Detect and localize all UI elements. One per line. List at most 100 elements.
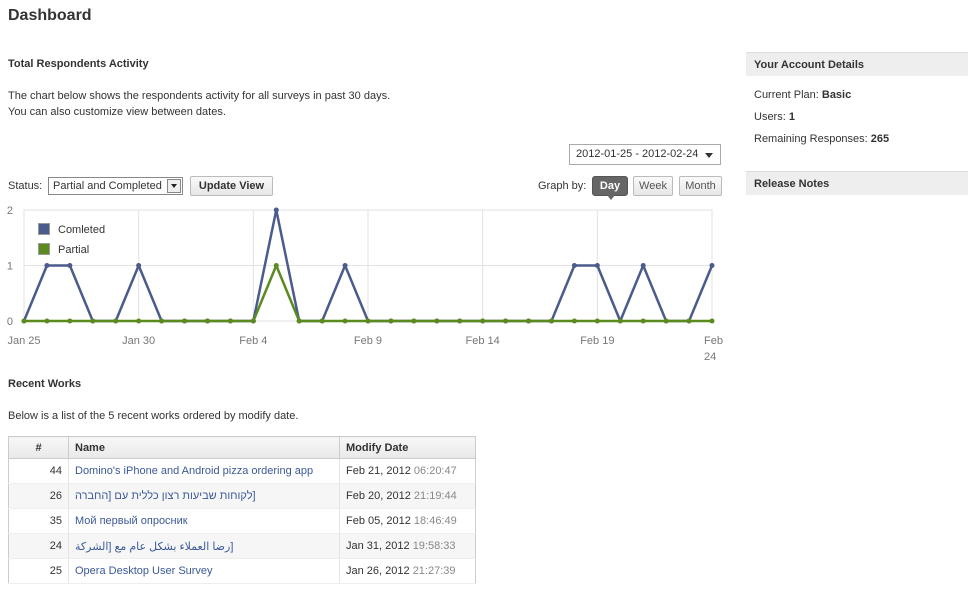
- row-date: Feb 05, 2012: [346, 515, 411, 527]
- legend-label-completed: Comleted: [58, 224, 106, 236]
- column-header-modify-date[interactable]: Modify Date: [339, 436, 476, 459]
- data-point: [136, 318, 142, 324]
- x-tick-label: Feb 14: [466, 335, 500, 347]
- row-date-cell: Feb 20, 2012 21:19:44: [339, 483, 476, 509]
- graph-by-month-button[interactable]: Month: [679, 176, 722, 196]
- column-header-name[interactable]: Name: [68, 436, 340, 459]
- current-plan-value: Basic: [821, 89, 852, 101]
- table-row: 25 Opera Desktop User Survey Jan 26, 201…: [8, 558, 476, 584]
- data-point: [365, 318, 371, 324]
- row-time: 21:19:44: [413, 490, 457, 502]
- data-point: [136, 263, 142, 268]
- y-tick-label: 1: [7, 261, 13, 273]
- users-label: Users:: [754, 111, 786, 123]
- y-tick-label: 2: [7, 205, 13, 217]
- x-tick-label: Jan 30: [122, 335, 155, 347]
- work-link[interactable]: Мой первый опросник: [75, 515, 188, 527]
- activity-description: The chart below shows the respondents ac…: [8, 88, 390, 120]
- recent-works-table: # Name Modify Date 44 Domino's iPhone an…: [8, 436, 476, 584]
- row-date-cell: Feb 21, 2012 06:20:47: [339, 458, 476, 484]
- date-range-picker[interactable]: 2012-01-25 - 2012-02-24: [569, 144, 721, 165]
- x-tick-label: 24: [704, 351, 716, 363]
- dropdown-arrow-icon[interactable]: [167, 179, 181, 193]
- legend-item-completed: Comleted: [38, 222, 105, 242]
- row-number: 26: [8, 483, 69, 509]
- work-link[interactable]: Domino's iPhone and Android pizza orderi…: [75, 465, 314, 477]
- update-view-button[interactable]: Update View: [190, 176, 273, 196]
- data-point: [44, 318, 50, 324]
- x-tick-label: Feb 19: [580, 335, 614, 347]
- graph-by-day-button[interactable]: Day: [592, 176, 628, 200]
- row-time: 21:27:39: [412, 565, 456, 577]
- row-time: 06:20:47: [413, 465, 457, 477]
- data-point: [44, 263, 50, 268]
- work-link[interactable]: [לקוחות שביעות רצון כללית עם [החברה: [75, 490, 256, 502]
- status-select[interactable]: Partial and Completed: [48, 177, 183, 195]
- graph-by-label: Graph by:: [538, 180, 587, 192]
- account-details-header: Your Account Details: [746, 52, 968, 76]
- activity-title: Total Respondents Activity: [8, 58, 149, 70]
- data-point: [526, 318, 532, 324]
- row-time: 19:58:33: [412, 540, 456, 552]
- data-point: [571, 263, 577, 268]
- data-point: [434, 318, 440, 324]
- column-header-number[interactable]: #: [8, 436, 69, 459]
- data-point: [204, 318, 210, 324]
- data-point: [663, 318, 669, 324]
- row-date: Feb 20, 2012: [346, 490, 411, 502]
- chart-legend: Comleted Partial: [38, 222, 105, 262]
- data-point: [686, 318, 692, 324]
- data-point: [709, 263, 715, 268]
- status-select-value: Partial and Completed: [53, 180, 162, 192]
- data-point: [617, 318, 623, 324]
- recent-works-description: Below is a list of the 5 recent works or…: [8, 410, 299, 422]
- row-number: 24: [8, 533, 69, 559]
- data-point: [182, 318, 188, 324]
- data-point: [342, 263, 348, 268]
- table-header-row: # Name Modify Date: [8, 436, 476, 459]
- x-tick-label: Feb 4: [239, 335, 267, 347]
- data-point: [113, 318, 119, 324]
- row-time: 18:46:49: [413, 515, 457, 527]
- table-row: 26 [לקוחות שביעות רצון כללית עם [החברה F…: [8, 483, 476, 509]
- data-point: [273, 263, 279, 268]
- data-point: [571, 318, 577, 324]
- work-link[interactable]: Opera Desktop User Survey: [75, 565, 213, 577]
- data-point: [388, 318, 394, 324]
- data-point: [67, 263, 73, 268]
- data-point: [273, 207, 279, 213]
- page-title: Dashboard: [8, 7, 92, 24]
- data-point: [640, 263, 646, 268]
- data-point: [457, 318, 463, 324]
- release-notes-header[interactable]: Release Notes: [746, 171, 968, 195]
- y-tick-label: 0: [7, 316, 13, 328]
- recent-works-title: Recent Works: [8, 378, 82, 390]
- table-row: 35 Мой первый опросник Feb 05, 2012 18:4…: [8, 508, 476, 534]
- row-name-cell: [לקוחות שביעות רצון כללית עם [החברה: [68, 483, 340, 509]
- data-point: [67, 318, 73, 324]
- x-tick-label: Feb 9: [354, 335, 382, 347]
- row-number: 44: [8, 458, 69, 484]
- data-point: [342, 318, 348, 324]
- data-point: [159, 318, 165, 324]
- users-line: Users: 1: [754, 111, 795, 123]
- chevron-down-icon: [705, 153, 713, 158]
- x-tick-label: Feb: [704, 335, 723, 347]
- row-number: 35: [8, 508, 69, 534]
- status-label: Status:: [8, 180, 43, 192]
- graph-by-week-button[interactable]: Week: [633, 176, 673, 196]
- table-row: 24 [رضا العملاء بشكل عام مع [الشركة Jan …: [8, 533, 476, 559]
- current-plan-line: Current Plan: Basic: [754, 89, 851, 101]
- data-point: [480, 318, 486, 324]
- legend-item-partial: Partial: [38, 242, 105, 262]
- data-point: [227, 318, 233, 324]
- current-plan-label: Current Plan:: [754, 89, 819, 101]
- row-name-cell: Opera Desktop User Survey: [68, 558, 340, 584]
- data-point: [90, 318, 96, 324]
- data-point: [594, 263, 600, 268]
- row-date-cell: Jan 31, 2012 19:58:33: [339, 533, 476, 559]
- data-point: [21, 318, 27, 324]
- data-point: [503, 318, 509, 324]
- activity-chart: 0 1 2 Jan 25 Jan 30 Feb 4 Feb 9 Feb 14 Feb 19 Feb…: [7, 205, 723, 363]
- work-link[interactable]: [رضا العملاء بشكل عام مع [الشركة: [75, 540, 234, 553]
